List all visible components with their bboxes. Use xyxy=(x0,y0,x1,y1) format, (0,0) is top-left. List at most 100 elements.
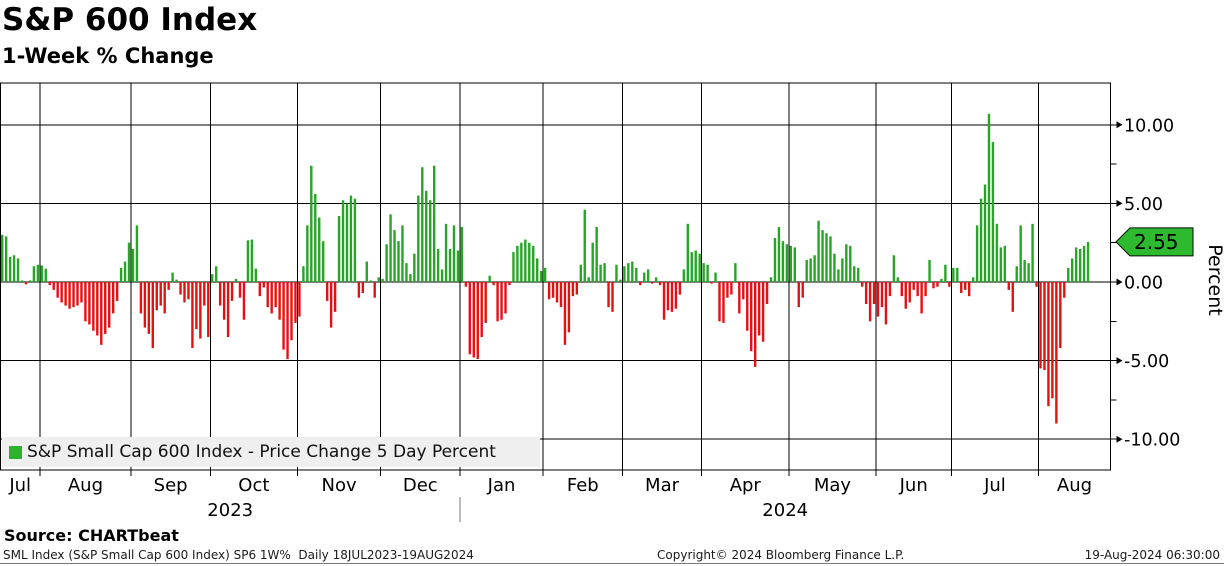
bar xyxy=(650,282,654,284)
bar xyxy=(813,255,816,282)
page-title: S&P 600 Index xyxy=(2,2,258,38)
bar xyxy=(769,277,773,282)
bar xyxy=(944,264,947,282)
bar xyxy=(1015,266,1018,282)
bar xyxy=(924,282,927,297)
bar xyxy=(274,282,277,308)
bar xyxy=(825,233,828,282)
bar xyxy=(448,248,452,282)
gridlines xyxy=(0,83,1111,470)
bar xyxy=(496,282,499,322)
bar xyxy=(242,282,246,320)
bar xyxy=(111,282,115,314)
bar xyxy=(369,280,372,282)
bar xyxy=(658,282,662,286)
bar xyxy=(199,282,202,339)
bar xyxy=(524,239,527,282)
bar xyxy=(738,282,741,314)
bar xyxy=(1074,247,1078,282)
year-label: 2023 xyxy=(207,500,253,521)
bar xyxy=(841,258,844,282)
bar xyxy=(670,282,674,312)
bar xyxy=(520,242,523,282)
bar xyxy=(853,266,856,282)
bar xyxy=(282,282,285,350)
bar xyxy=(329,282,333,328)
bar xyxy=(726,282,729,298)
bar xyxy=(333,282,337,312)
y-axis-title: Percent xyxy=(1204,244,1224,316)
bar xyxy=(40,265,44,282)
bar xyxy=(1078,248,1082,282)
bar xyxy=(702,263,705,282)
bar xyxy=(936,282,939,287)
bar xyxy=(714,272,717,282)
bar xyxy=(444,223,448,282)
bar xyxy=(964,282,967,290)
bar xyxy=(155,282,158,311)
bar xyxy=(722,282,725,323)
bar xyxy=(262,282,265,288)
bar xyxy=(761,282,765,342)
bar xyxy=(1031,223,1034,282)
bar xyxy=(555,282,559,303)
bar xyxy=(547,282,551,300)
bar xyxy=(472,282,475,358)
month-label: Jul xyxy=(983,475,1006,496)
bar xyxy=(250,239,254,282)
bar xyxy=(694,250,697,282)
bar xyxy=(429,200,432,282)
bar xyxy=(666,282,670,311)
month-label: Jun xyxy=(899,475,928,496)
bar xyxy=(908,282,911,303)
bar xyxy=(254,268,258,282)
bar xyxy=(960,282,963,293)
bar xyxy=(345,203,349,282)
bar xyxy=(1059,282,1062,349)
bar xyxy=(805,259,808,282)
bar xyxy=(119,267,123,282)
bar xyxy=(643,272,646,282)
bar xyxy=(492,282,495,286)
bar xyxy=(397,241,400,282)
bar xyxy=(115,282,119,301)
bar xyxy=(16,258,20,282)
bar xyxy=(551,282,555,298)
bar xyxy=(532,245,535,282)
bar xyxy=(991,142,995,282)
bar xyxy=(619,279,622,282)
bar xyxy=(246,240,250,282)
bar xyxy=(92,282,95,331)
bar xyxy=(888,282,892,297)
bar xyxy=(500,282,503,320)
bar xyxy=(896,277,900,282)
footer-ticker-info: SML Index (S&P Small Cap 600 Index) SP6 … xyxy=(3,548,474,562)
bar xyxy=(750,282,753,352)
bar xyxy=(880,282,884,308)
bar xyxy=(583,209,586,282)
bar xyxy=(904,282,907,309)
bar xyxy=(690,252,693,282)
bar xyxy=(325,282,329,301)
bar xyxy=(488,275,491,282)
bar xyxy=(4,236,8,282)
bar xyxy=(1063,282,1066,298)
bar xyxy=(1023,259,1026,282)
axis-arrow-icon xyxy=(1116,278,1123,286)
last-value-badge xyxy=(1115,227,1194,257)
bar xyxy=(864,282,868,305)
bottom-divider xyxy=(0,563,1224,564)
bar xyxy=(1067,267,1070,282)
axis-arrow-icon xyxy=(1116,199,1123,207)
bar xyxy=(104,282,107,334)
footer-copyright: Copyright© 2024 Bloomberg Finance L.P. xyxy=(657,548,905,562)
bar xyxy=(409,274,412,282)
bar xyxy=(785,244,789,282)
bar xyxy=(1047,282,1050,407)
legend[interactable]: S&P Small Cap 600 Index - Price Change 5… xyxy=(2,437,540,467)
bar xyxy=(48,282,51,286)
month-label: Aug xyxy=(1057,475,1092,496)
bar xyxy=(64,282,67,306)
bar xyxy=(432,165,436,282)
bar xyxy=(559,282,563,308)
